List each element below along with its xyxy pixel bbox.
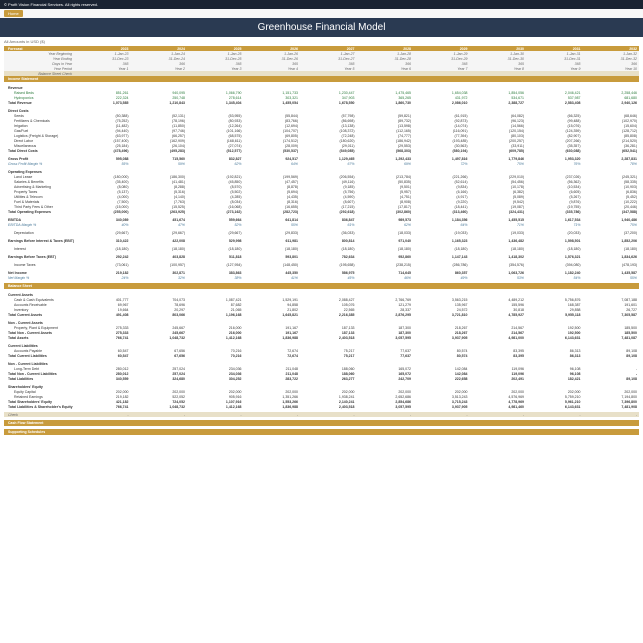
financial-model-table: Forecast 20232024202520262027 2028202920… bbox=[4, 46, 639, 435]
home-button[interactable]: Home bbox=[4, 10, 23, 17]
supporting-band: Supporting Schedules bbox=[4, 429, 639, 435]
currency-note: All Amounts in USD ($) bbox=[0, 37, 643, 46]
copyright-text: © Profit Vision Financial Services. All … bbox=[4, 2, 98, 7]
page-title: Greenhouse Financial Model bbox=[0, 18, 643, 37]
top-bar: © Profit Vision Financial Services. All … bbox=[0, 0, 643, 9]
